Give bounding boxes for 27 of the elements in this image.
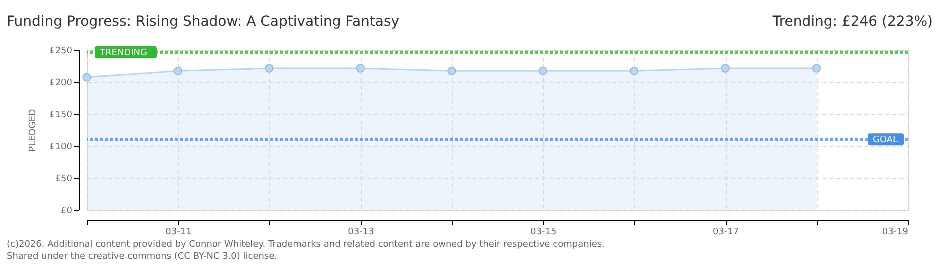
x-tick-label: 03-15 [530, 228, 557, 238]
ref-line-label: GOAL [873, 136, 898, 146]
text: Shared under the creative commons (CC BY-NC 3.0) license. [7, 252, 278, 262]
text: (c)2026. Additional content provided by Connor Whiteley. Trademarks and related content are owned by their respective companies. [7, 240, 605, 250]
y-tick-label: £100 [50, 142, 73, 152]
x-tick-label: 03-11 [166, 228, 192, 238]
point [538, 66, 548, 76]
point [265, 64, 274, 73]
y-tick-label: £200 [50, 78, 73, 88]
y-tick-label: £150 [50, 110, 73, 120]
y-tick-label: £0 [61, 206, 73, 216]
point [448, 66, 456, 76]
text: Trending: £246 (223%) [772, 14, 933, 30]
chart-title: Funding Progress: Rising Shadow: A Captivating Fantasy [7, 14, 400, 30]
point [82, 73, 92, 82]
point [356, 64, 365, 73]
point [630, 66, 639, 76]
y-axis-title: PLEDGED [28, 109, 39, 152]
y-tick-label: £250 [50, 46, 73, 56]
x-tick-label: 03-17 [712, 228, 740, 238]
point [721, 64, 730, 73]
x-tick-label: 03-13 [348, 228, 374, 238]
point [174, 66, 182, 76]
ref-line-label: TRENDING [99, 48, 148, 59]
y-tick-label: £50 [55, 174, 73, 184]
point [812, 64, 822, 73]
x-tick-label: 03-19 [882, 228, 909, 238]
